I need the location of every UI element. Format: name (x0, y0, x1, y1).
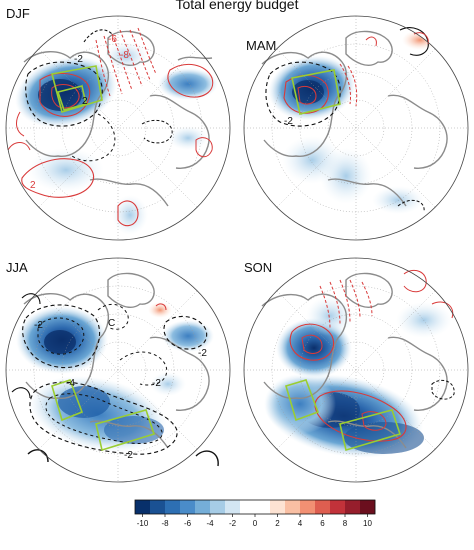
colorbar-swatch (345, 500, 361, 514)
contour-label: 2 (82, 96, 88, 107)
colorbar-swatch (195, 500, 211, 514)
colorbar-tick-label: 4 (298, 519, 303, 528)
panel-son: SON (243, 257, 469, 483)
contour-labels-djf: -6 -8 -2 2 2 (30, 34, 129, 191)
panel-label-mam: MAM (246, 38, 276, 53)
colorbar-tick-label: 8 (343, 519, 348, 528)
colorbar-tick-label: -10 (137, 519, 149, 528)
colorbar-swatch (315, 500, 331, 514)
colorbar-tick-label: 10 (363, 519, 372, 528)
colorbar-swatch (240, 500, 256, 514)
contour-label: -6 (108, 34, 117, 45)
colorbar-swatch (300, 500, 316, 514)
colorbar-tick-label: -8 (161, 519, 169, 528)
colorbar-swatch (360, 500, 376, 514)
contour-label: -8 (120, 50, 129, 61)
colorbar-tick-label: -6 (184, 519, 192, 528)
colorbar-tick-label: 6 (320, 519, 325, 528)
study-boxes (51, 65, 103, 114)
colorbar-tick-label: -2 (229, 519, 237, 528)
colorbar-tick-label: 2 (275, 519, 280, 528)
panel-jja: JJA -2 C -2 -4 -2 -2 (5, 257, 231, 483)
contour-label: -4 (66, 378, 75, 389)
page-title: Total energy budget (175, 0, 299, 12)
contour-label: -2 (74, 54, 83, 65)
panel-label-son: SON (244, 260, 272, 275)
contour-label: 2 (30, 180, 36, 191)
contours (7, 27, 214, 227)
colorbar-swatch (225, 500, 241, 514)
colorbar: -10 -8 -6 -4 -2 0 2 4 6 8 10 (134, 499, 376, 528)
colorbar-swatch (150, 500, 166, 514)
panel-label-djf: DJF (6, 6, 30, 21)
colorbar-swatch (165, 500, 181, 514)
colorbar-swatch (210, 500, 226, 514)
coastlines (23, 30, 213, 207)
colorbar-swatch (270, 500, 286, 514)
panel-mam: MAM -2 (243, 15, 469, 241)
colorbar-swatch (135, 500, 151, 514)
contour-label: C (108, 318, 115, 329)
contour-label: -2 (124, 450, 133, 461)
graticule (6, 16, 230, 240)
contour-label: -2 (284, 116, 293, 127)
colorbar-swatch (180, 500, 196, 514)
contour-label: -2 (198, 348, 207, 359)
colorbar-tick-label: -4 (206, 519, 214, 528)
contour-label: -2 (34, 320, 43, 331)
colorbar-swatch (285, 500, 301, 514)
panel-djf: DJF -6 -8 -2 2 2 (5, 6, 231, 241)
colorbar-swatch (330, 500, 346, 514)
panel-label-jja: JJA (6, 260, 28, 275)
colorbar-swatch (255, 500, 271, 514)
colorbar-tick-label: 0 (253, 519, 258, 528)
contour-label: -2 (152, 378, 161, 389)
